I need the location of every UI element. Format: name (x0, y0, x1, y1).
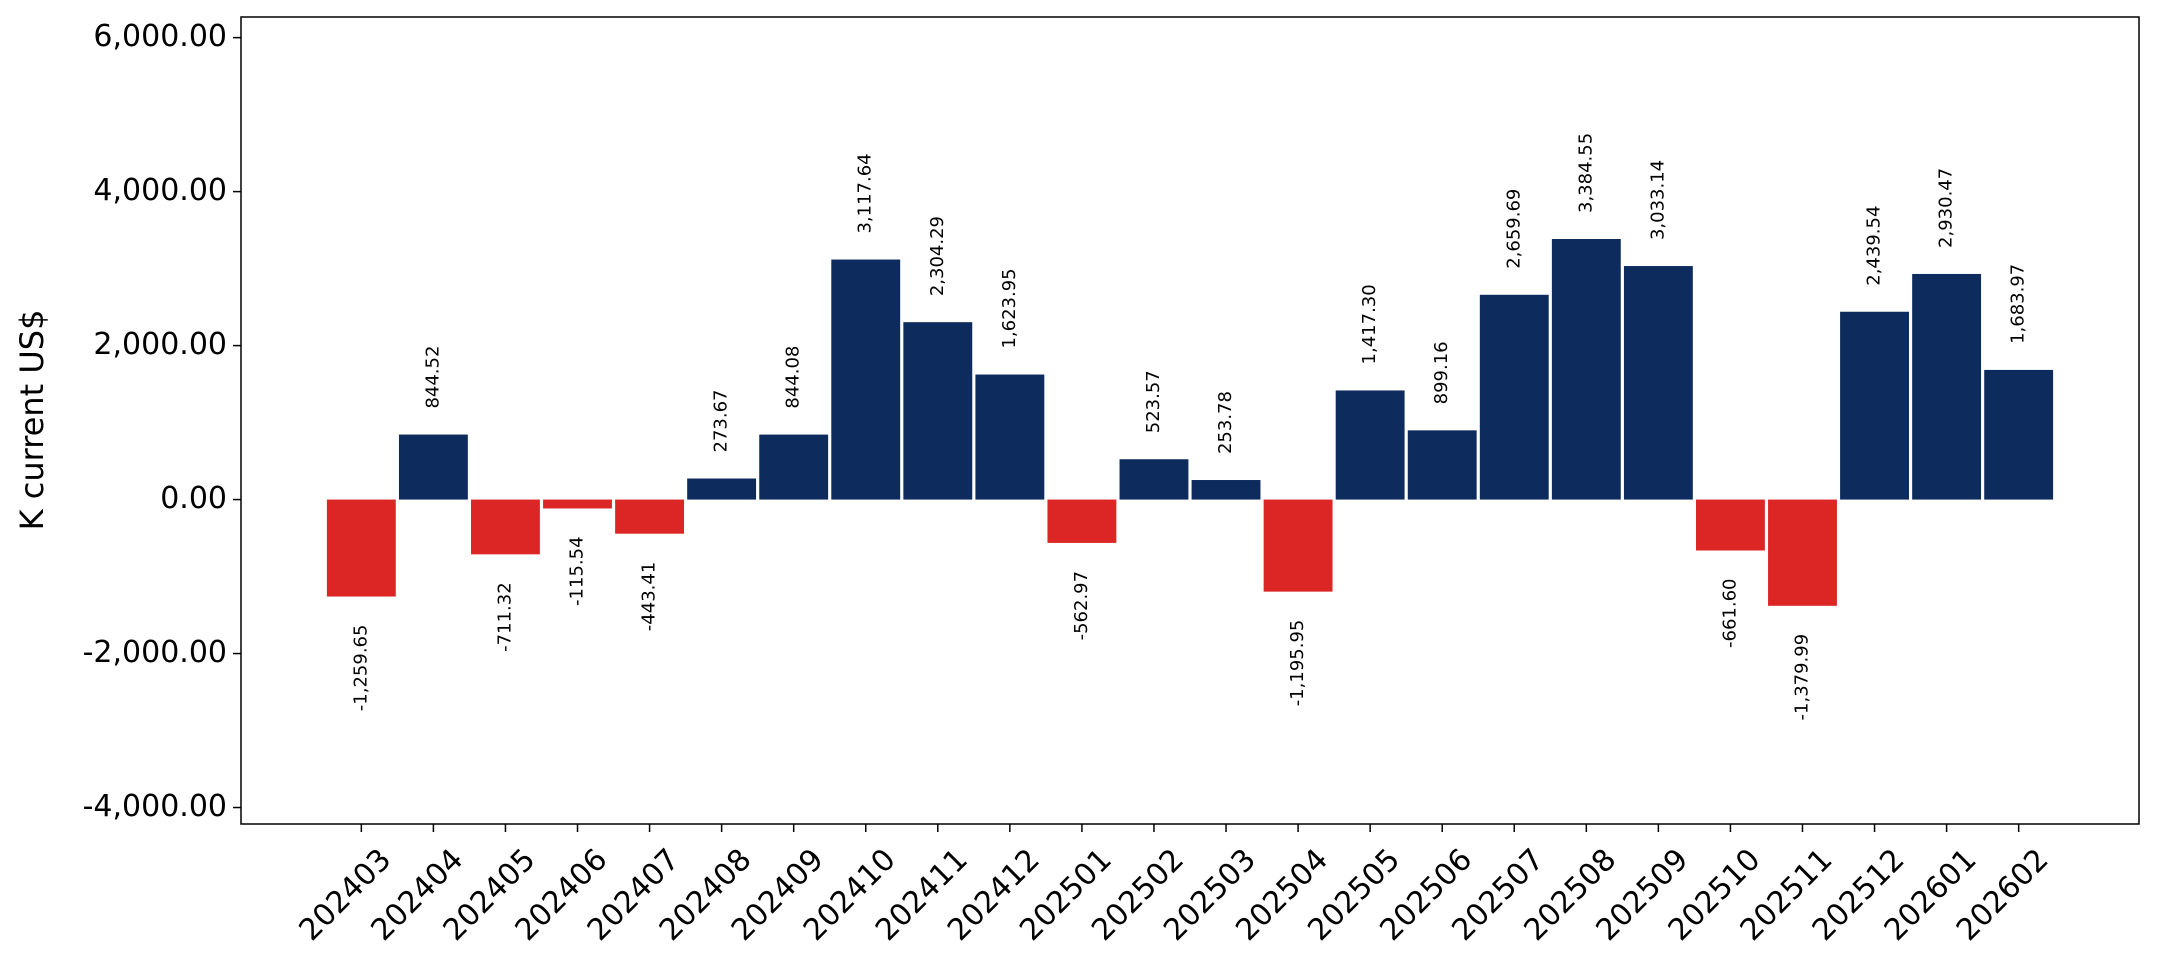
value-label: 2,659.69 (1503, 189, 1524, 269)
y-tick-label: 4,000.00 (93, 173, 227, 208)
value-label: -1,379.99 (1791, 634, 1812, 721)
value-label: -1,259.65 (350, 625, 371, 712)
value-label: 2,439.54 (1864, 206, 1885, 286)
value-label: 3,033.14 (1647, 160, 1668, 240)
value-label: -661.60 (1719, 579, 1740, 648)
bar (1047, 499, 1117, 543)
value-label: 3,384.55 (1575, 133, 1596, 213)
bar (615, 499, 685, 534)
bar (1335, 390, 1405, 500)
bar (687, 478, 757, 500)
value-label: -711.32 (494, 582, 515, 651)
value-label: 273.67 (711, 390, 732, 453)
value-label: 1,623.95 (999, 268, 1020, 348)
value-label: 2,930.47 (1936, 168, 1957, 248)
value-label: 523.57 (1143, 370, 1164, 433)
y-tick-label: 2,000.00 (93, 327, 227, 362)
y-axis-label: K current US$ (13, 310, 51, 531)
bar (903, 322, 973, 500)
value-label: -562.97 (1071, 571, 1092, 640)
bar (1768, 499, 1837, 606)
value-label: 844.08 (783, 346, 804, 409)
value-label: -443.41 (639, 562, 660, 631)
bar (543, 499, 612, 509)
value-label: 899.16 (1431, 341, 1452, 404)
y-tick-label: -4,000.00 (83, 789, 227, 824)
bar (1191, 480, 1261, 500)
bar (398, 434, 468, 500)
value-label: 2,304.29 (927, 216, 948, 296)
bar (1984, 369, 2054, 500)
plot-frame (240, 16, 2140, 825)
value-label: 844.52 (422, 346, 443, 409)
bar (1695, 499, 1765, 551)
value-label: 253.78 (1215, 391, 1236, 454)
bar (1912, 273, 1982, 500)
bar (975, 374, 1045, 500)
bar (1119, 459, 1189, 500)
bar (1479, 294, 1549, 500)
value-label: 3,117.64 (855, 153, 876, 233)
value-label: 1,417.30 (1359, 284, 1380, 364)
bar (471, 499, 540, 555)
bar (1840, 311, 1909, 500)
y-tick-label: 0.00 (160, 481, 227, 516)
bar (1263, 499, 1333, 592)
bar (759, 434, 829, 500)
value-label: 1,683.97 (2008, 264, 2029, 344)
bar (1623, 266, 1693, 500)
bar (1551, 238, 1621, 500)
bar (831, 259, 901, 500)
value-label: -115.54 (567, 536, 588, 605)
bar (326, 499, 396, 597)
bar (1407, 430, 1477, 500)
y-tick-label: 6,000.00 (93, 19, 227, 54)
y-tick-label: -2,000.00 (83, 635, 227, 670)
value-label: -1,195.95 (1287, 620, 1308, 707)
